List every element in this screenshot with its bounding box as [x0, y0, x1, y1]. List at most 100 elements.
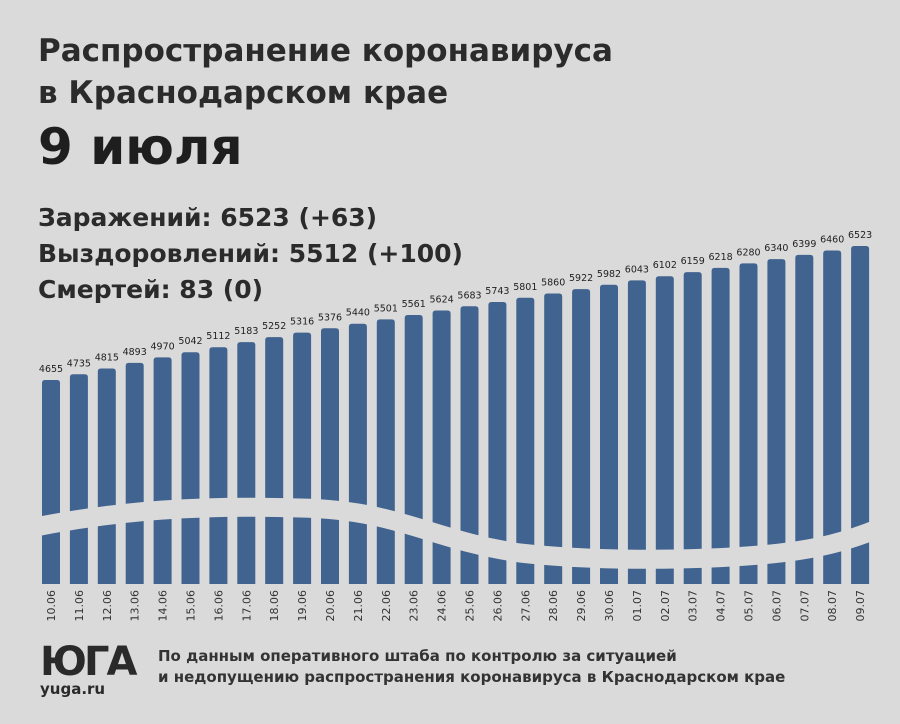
bar	[265, 337, 284, 584]
decorative-wave	[28, 497, 884, 569]
x-tick-label: 03.07	[687, 590, 700, 622]
logo-url: yuga.ru	[40, 680, 106, 698]
data-label: 6460	[820, 235, 844, 246]
data-label: 5743	[485, 286, 509, 297]
bar	[627, 280, 646, 584]
stats: Заражений: 6523 (+63) Выздоровлений: 551…	[38, 200, 463, 308]
data-label: 5801	[513, 282, 537, 293]
x-tick-label: 11.06	[73, 590, 86, 622]
bar	[795, 254, 814, 584]
bar	[460, 306, 479, 584]
bar	[181, 352, 200, 584]
data-label: 6280	[736, 247, 760, 258]
x-tick-label: 29.06	[575, 590, 588, 622]
data-label: 5982	[597, 269, 621, 280]
data-label: 6159	[681, 256, 705, 267]
data-label: 5624	[430, 294, 454, 305]
x-tick-label: 08.07	[826, 590, 839, 622]
title-line-2: в Краснодарском крае	[38, 75, 449, 111]
source-line-2: и недопущению распространения коронавиру…	[158, 668, 786, 686]
data-label: 5376	[318, 312, 342, 323]
title-line-1: Распространение коронавируса	[38, 33, 613, 69]
x-tick-label: 15.06	[185, 590, 198, 622]
data-label: 5683	[457, 290, 481, 301]
bar	[348, 323, 367, 584]
bar	[125, 362, 144, 584]
data-label: 5440	[346, 308, 370, 319]
x-tick-label: 14.06	[157, 590, 170, 622]
source-note: По данным оперативного штаба по контролю…	[158, 646, 785, 688]
data-label: 6523	[848, 230, 872, 241]
logo-mark: ЮГА	[40, 639, 137, 685]
bar	[544, 293, 563, 584]
stat-recovered: Выздоровлений: 5512 (+100)	[38, 239, 463, 268]
x-tick-label: 13.06	[129, 590, 142, 622]
x-tick-label: 23.06	[408, 590, 421, 622]
data-label: 4815	[95, 353, 119, 364]
data-label: 4893	[123, 347, 147, 358]
data-label: 5922	[569, 273, 593, 284]
bar	[376, 319, 395, 584]
data-label: 5112	[206, 331, 230, 342]
bar	[823, 250, 842, 584]
x-tick-label: 10.06	[45, 590, 58, 622]
data-label: 5316	[290, 317, 314, 328]
x-tick-label: 09.07	[854, 590, 867, 622]
x-tick-label: 02.07	[659, 590, 672, 622]
data-label: 5252	[262, 321, 286, 332]
x-tick-label: 25.06	[464, 590, 477, 622]
x-tick-label: 18.06	[268, 590, 281, 622]
data-label: 4970	[151, 341, 175, 352]
bar	[767, 259, 786, 584]
x-tick-label: 21.06	[352, 590, 365, 622]
bar	[237, 342, 256, 584]
x-tick-label: 19.06	[296, 590, 309, 622]
bar	[293, 332, 312, 584]
data-label: 6340	[764, 243, 788, 254]
data-label: 6043	[625, 264, 649, 275]
data-label: 5183	[234, 326, 258, 337]
bar	[655, 276, 674, 584]
x-tick-label: 20.06	[324, 590, 337, 622]
bar	[516, 297, 535, 584]
x-tick-label: 27.06	[519, 590, 532, 622]
x-tick-label: 06.07	[770, 590, 783, 622]
data-label: 5860	[541, 278, 565, 289]
bar	[321, 328, 339, 584]
bar	[42, 380, 60, 584]
data-label: 5501	[374, 303, 398, 314]
bar	[683, 272, 702, 584]
bar	[97, 368, 116, 584]
x-tick-label: 12.06	[101, 590, 114, 622]
x-tick-label: 30.06	[603, 590, 616, 622]
date-heading: 9 июля	[38, 118, 243, 176]
x-tick-label: 22.06	[380, 590, 393, 622]
title: Распространение коронавируса в Краснодар…	[38, 30, 613, 114]
bar	[432, 310, 451, 584]
data-label: 5042	[178, 336, 202, 347]
data-label: 6102	[653, 260, 677, 271]
bar	[488, 301, 507, 584]
bar	[739, 263, 758, 584]
x-tick-label: 07.07	[798, 590, 811, 622]
x-tick-label: 01.07	[631, 590, 644, 622]
logo: ЮГА yuga.ru	[40, 639, 137, 698]
bar	[209, 347, 228, 584]
x-tick-label: 26.06	[491, 590, 504, 622]
bar-chart: 4655 10.06 4735 11.06 4815 12.06 4893 13.06 4970…	[28, 230, 884, 622]
stat-deaths: Смертей: 83 (0)	[38, 275, 264, 304]
bar	[153, 357, 172, 584]
bar	[851, 246, 870, 584]
bar	[69, 374, 88, 584]
bar	[600, 284, 618, 584]
data-label: 4655	[39, 364, 63, 375]
data-label: 5561	[402, 299, 426, 310]
x-tick-label: 24.06	[436, 590, 449, 622]
stat-infected: Заражений: 6523 (+63)	[38, 203, 378, 232]
data-label: 4735	[67, 358, 91, 369]
bar	[572, 289, 591, 584]
data-label: 6218	[709, 252, 733, 263]
source-line-1: По данным оперативного штаба по контролю…	[158, 647, 677, 665]
x-tick-label: 05.07	[743, 590, 756, 622]
